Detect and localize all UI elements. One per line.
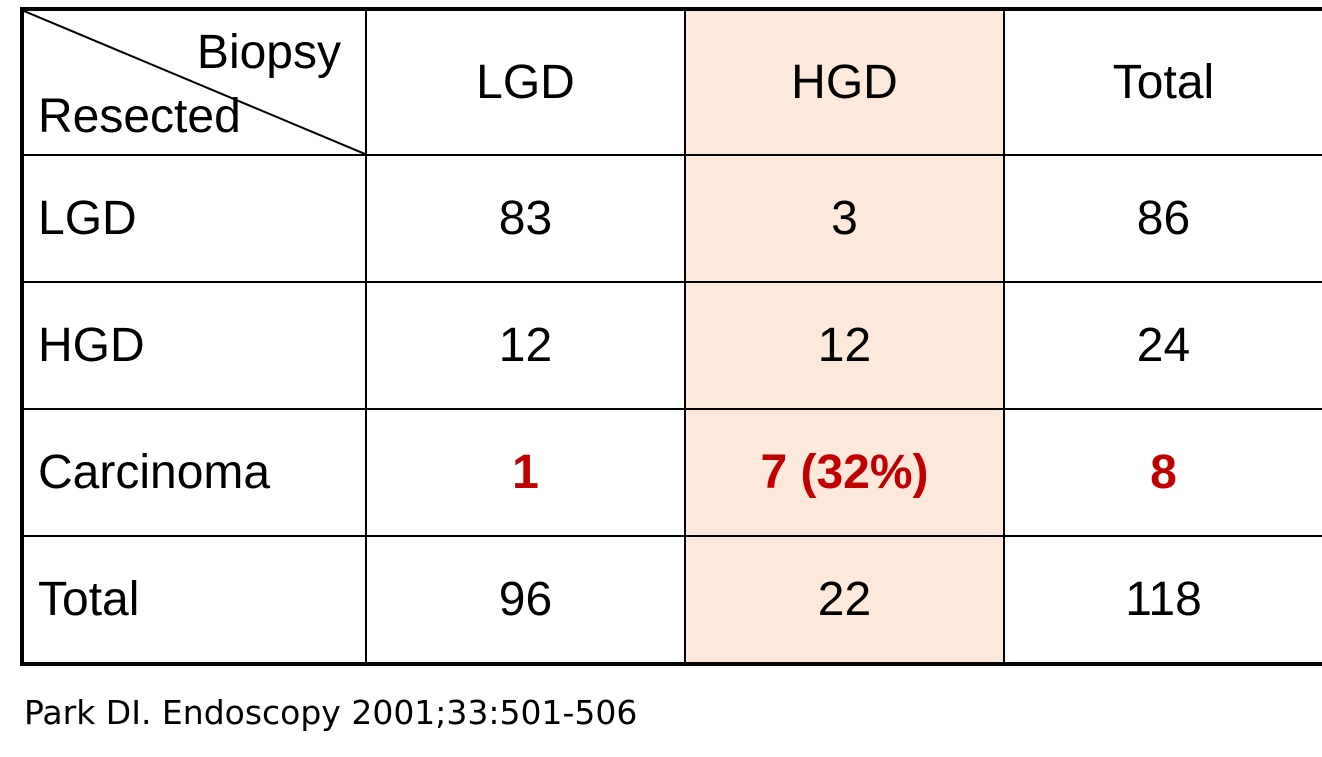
row-label: Total [21, 535, 367, 665]
table-cell: 118 [1003, 535, 1322, 665]
row-label: Carcinoma [21, 408, 367, 537]
emphasized-cell: 1 [365, 408, 686, 537]
table-row: Carcinoma 1 7 (32%) 8 [21, 408, 1322, 537]
row-label: LGD [21, 154, 367, 283]
emphasized-cell: 8 [1003, 408, 1322, 537]
crosstab-table: Biopsy Resected LGD HGD Total LGD 83 3 8… [20, 7, 1322, 666]
column-header-total: Total [1003, 8, 1322, 156]
table-cell: 12 [684, 281, 1005, 410]
table-cell: 22 [684, 535, 1005, 665]
citation: Park DI. Endoscopy 2001;33:501-506 [24, 693, 638, 732]
table-cell: 3 [684, 154, 1005, 283]
table-cell: 83 [365, 154, 686, 283]
table-row: Total 96 22 118 [21, 535, 1322, 665]
row-label: HGD [21, 281, 367, 410]
table-cell: 86 [1003, 154, 1322, 283]
table-cell: 24 [1003, 281, 1322, 410]
table-row: HGD 12 12 24 [21, 281, 1322, 410]
table-row: LGD 83 3 86 [21, 154, 1322, 283]
corner-cell: Biopsy Resected [21, 8, 367, 156]
row-axis-label: Resected [38, 90, 241, 143]
column-header-hgd: HGD [684, 8, 1005, 156]
column-header-lgd: LGD [365, 8, 686, 156]
table-cell: 96 [365, 535, 686, 665]
diagonal-divider [24, 11, 365, 154]
header-row: Biopsy Resected LGD HGD Total [21, 8, 1322, 156]
column-axis-label: Biopsy [196, 26, 341, 79]
emphasized-cell: 7 (32%) [684, 408, 1005, 537]
table-cell: 12 [365, 281, 686, 410]
